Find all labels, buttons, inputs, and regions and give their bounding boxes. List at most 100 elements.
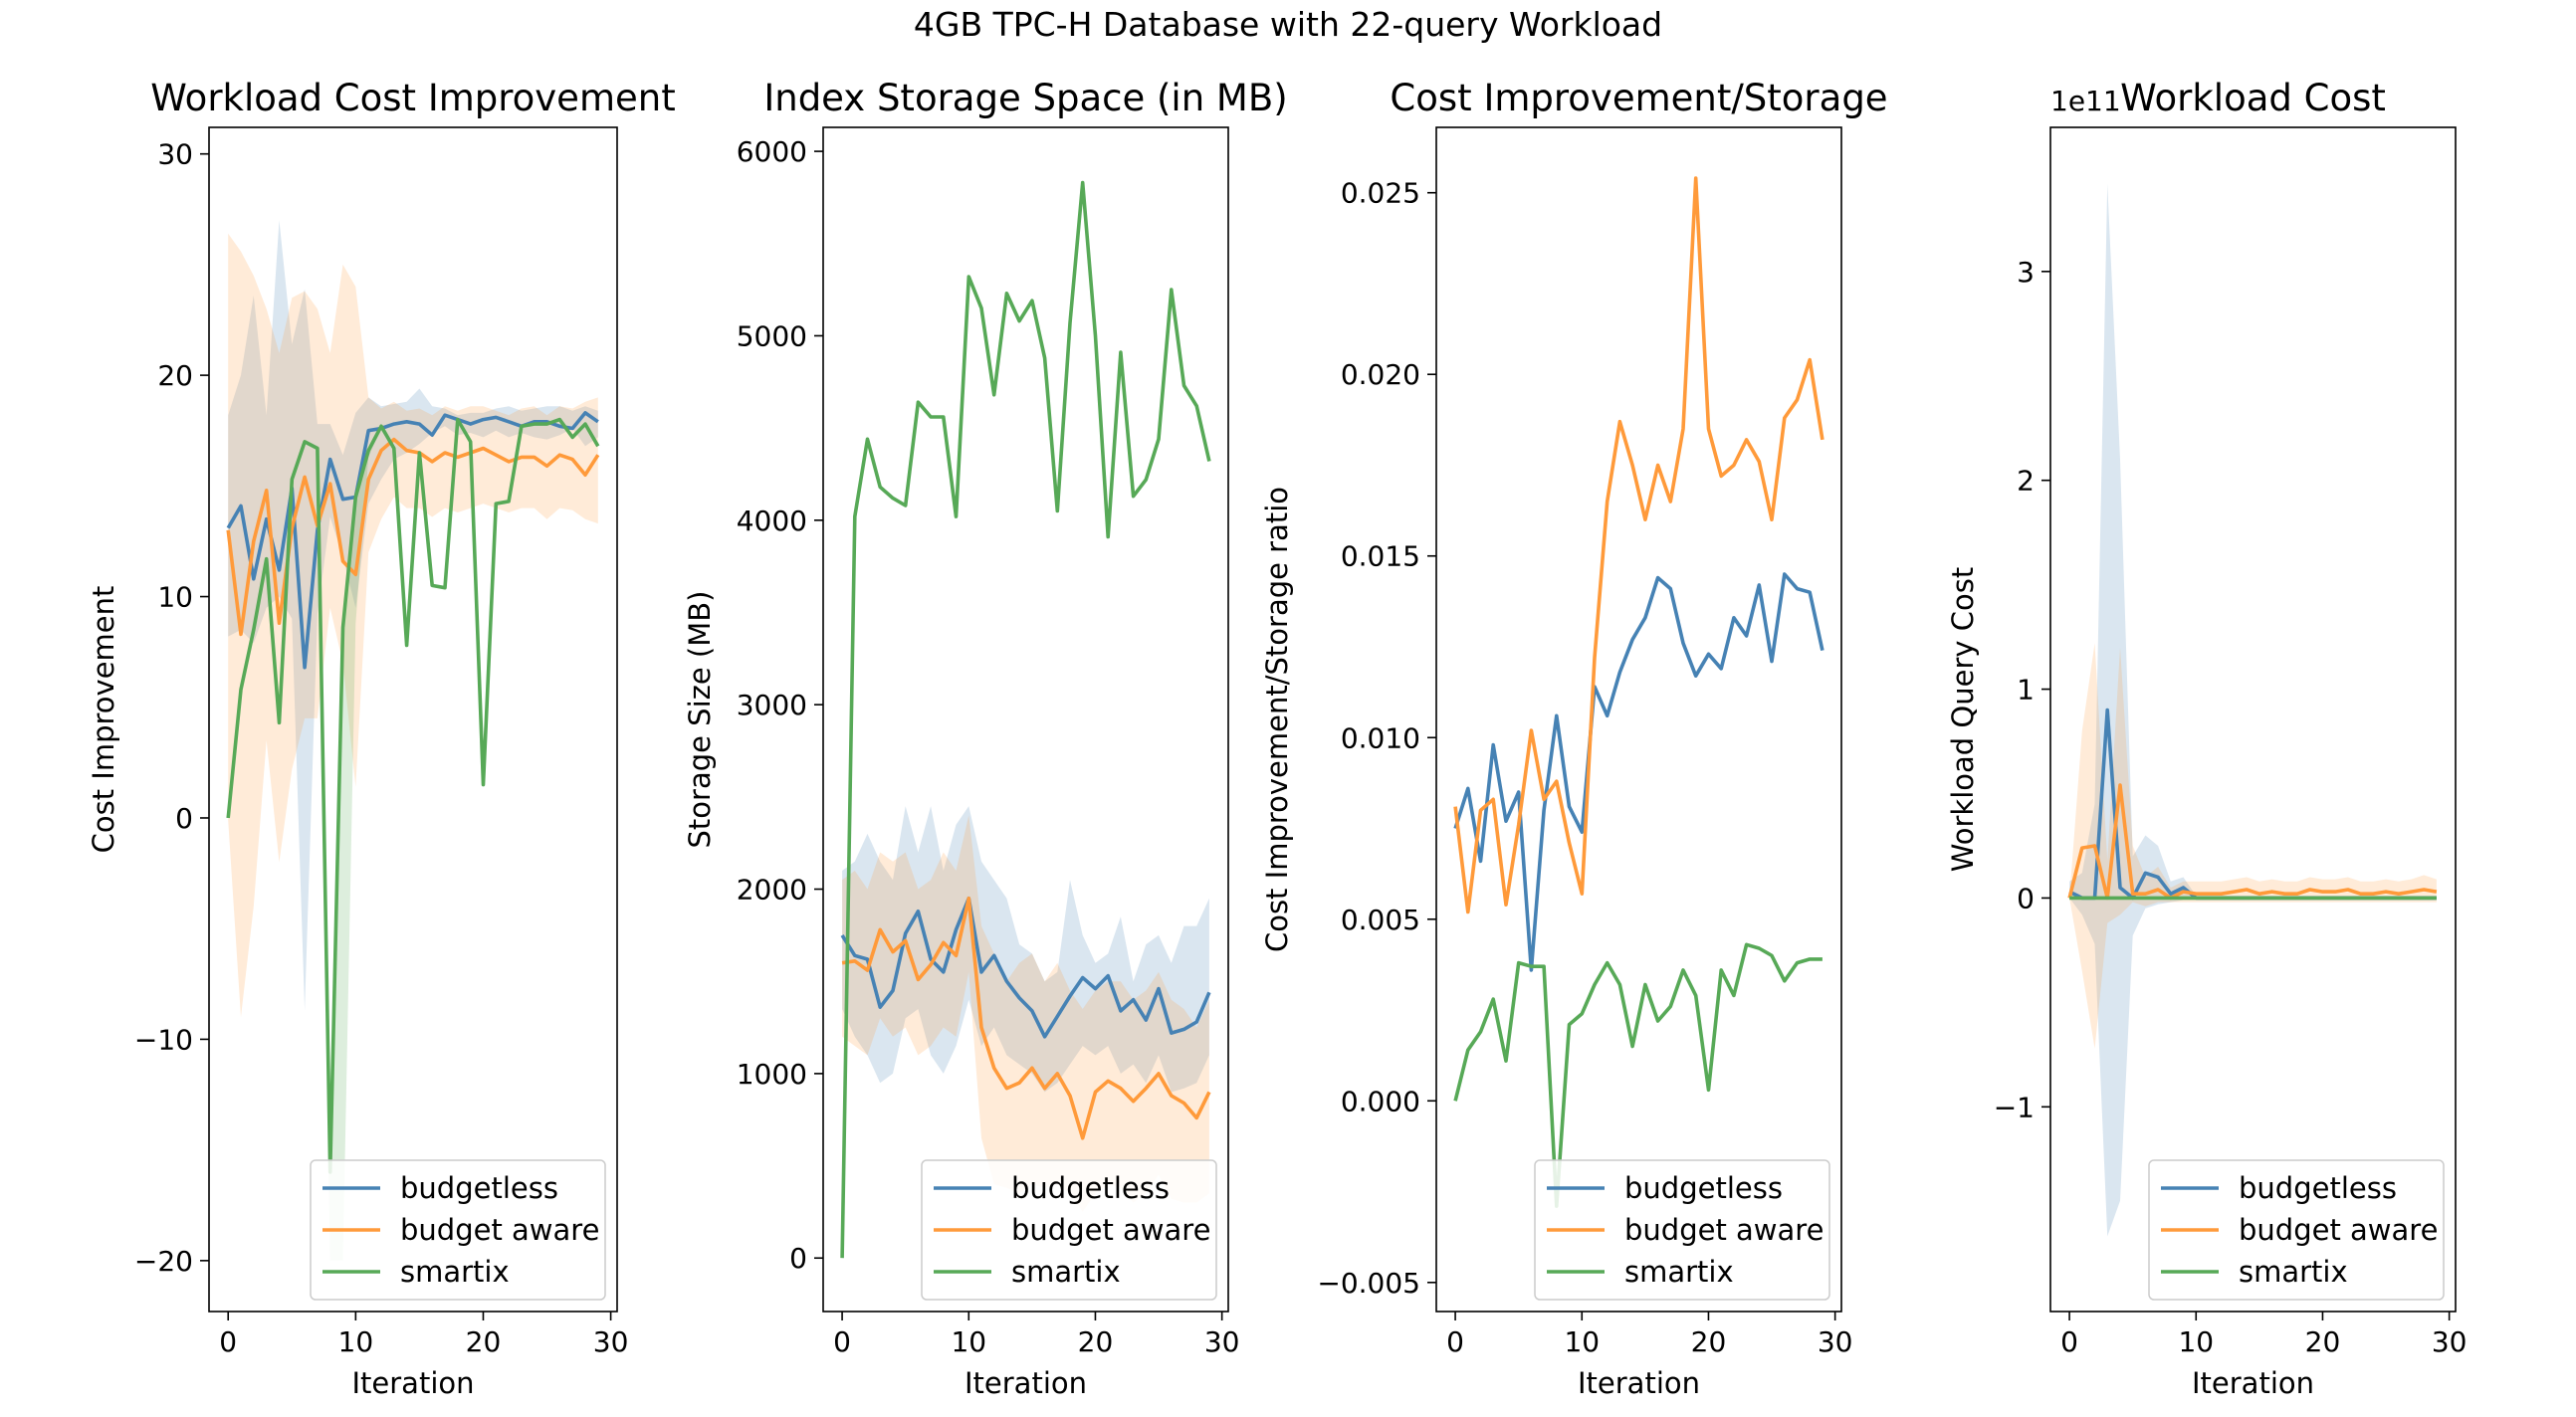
series-line-budgetless	[1453, 572, 1825, 972]
legend-label-budgetless: budgetless	[400, 1171, 558, 1205]
series-line-budget-aware	[841, 896, 1211, 1140]
y-tick-label: 30	[157, 138, 193, 171]
x-tick-label: 10	[338, 1325, 374, 1358]
y-tick-label: 1000	[737, 1058, 807, 1091]
y-axis-label: Cost Improvement	[87, 586, 120, 854]
x-tick-label: 0	[833, 1325, 851, 1358]
band-budget-aware	[228, 233, 598, 1018]
figure-suptitle: 4GB TPC-H Database with 22-query Workloa…	[914, 5, 1662, 44]
y-tick-label: −10	[134, 1023, 193, 1056]
y-tick-label: 0	[789, 1242, 807, 1275]
x-tick-label: 10	[951, 1325, 986, 1358]
y-tick-label: 0.010	[1341, 721, 1420, 754]
series-line-budget-aware	[2067, 783, 2438, 901]
y-tick-label: 0	[2017, 882, 2035, 914]
panel-title: Index Storage Space (in MB)	[763, 77, 1287, 119]
y-tick-label: 3	[2017, 256, 2035, 289]
y-tick-label: −0.005	[1317, 1267, 1420, 1300]
y-axis-label: Cost Improvement/Storage ratio	[1260, 487, 1294, 952]
y-tick-label: 20	[157, 359, 193, 392]
legend-label-budget-aware: budget aware	[1624, 1213, 1824, 1247]
x-tick-label: 10	[2178, 1325, 2214, 1358]
x-axis-label: Iteration	[2192, 1366, 2314, 1400]
chart-panel-2: 0 10 20 30 0 1000 2000 3000 4000 5000 6000 Index St…	[683, 77, 1288, 1400]
plot-area	[840, 180, 1211, 1259]
legend-box	[1534, 1159, 1830, 1301]
band-budgetless	[228, 220, 598, 1011]
axes-frame	[822, 126, 1229, 1313]
x-tick-label: 0	[1446, 1325, 1464, 1358]
panel-title: Workload Cost	[2120, 77, 2386, 119]
y-tick-label: 6000	[737, 135, 807, 168]
x-tick-label: 30	[2432, 1325, 2468, 1358]
x-tick-label: 20	[1078, 1325, 1114, 1358]
y-tick-label: 4000	[737, 505, 807, 537]
y-tick-label: 10	[157, 581, 193, 614]
legend: budgetless budget aware smartix	[310, 1159, 606, 1301]
x-tick-label: 20	[466, 1325, 502, 1358]
legend-box	[921, 1159, 1217, 1301]
y-axis-label: Workload Query Cost	[1946, 567, 1980, 872]
x-axis-label: Iteration	[1578, 1366, 1700, 1400]
series-line-budget-aware	[1453, 176, 1825, 914]
legend-label-budget-aware: budget aware	[1011, 1213, 1210, 1247]
y-tick-label: 0.020	[1341, 358, 1420, 391]
y-tick-label: 1	[2017, 674, 2035, 707]
legend-label-budgetless: budgetless	[1624, 1171, 1783, 1205]
panel-title: Workload Cost Improvement	[150, 77, 675, 119]
plot-area	[226, 220, 600, 1261]
legend-label-smartix: smartix	[1624, 1255, 1734, 1289]
y-tick-label: −20	[134, 1245, 193, 1278]
y-axis-label: Storage Size (MB)	[683, 591, 717, 849]
y-tick-label: 5000	[737, 319, 807, 352]
y-tick-label: 0.005	[1341, 904, 1420, 936]
band-budgetless	[2069, 183, 2437, 1237]
y-tick-label: 2000	[737, 874, 807, 907]
chart-panel-4: 0 10 20 30 −1 0 1 2 3 Workload Cost Iteration Workl…	[1946, 77, 2467, 1400]
panel-title: Cost Improvement/Storage	[1390, 77, 1887, 119]
series-line-smartix	[840, 180, 1211, 1259]
axes-frame	[1435, 126, 1842, 1313]
band-budgetless	[842, 806, 1209, 1093]
series-line-smartix	[1453, 942, 1823, 1208]
band-budget-aware	[842, 815, 1209, 1212]
legend-label-budget-aware: budget aware	[2239, 1213, 2438, 1247]
legend: budgetless budget aware smartix	[1534, 1159, 1830, 1301]
y-tick-label: −1	[1994, 1091, 2035, 1123]
y-tick-label: 0.000	[1341, 1085, 1420, 1117]
axes-frame	[2049, 126, 2457, 1313]
legend-label-smartix: smartix	[400, 1255, 510, 1289]
plot-area	[1453, 176, 1825, 1208]
y-tick-label: 2	[2017, 465, 2035, 498]
y-tick-label: 3000	[737, 689, 807, 721]
x-axis-label: Iteration	[965, 1366, 1087, 1400]
axes-frame	[208, 126, 618, 1313]
x-tick-label: 0	[2060, 1325, 2078, 1358]
legend-label-budgetless: budgetless	[1011, 1171, 1170, 1205]
x-tick-label: 20	[1691, 1325, 1727, 1358]
legend-box	[2148, 1159, 2445, 1301]
x-tick-label: 30	[1204, 1325, 1240, 1358]
x-tick-label: 20	[2305, 1325, 2341, 1358]
chart-panel-1: 0 10 20 30 −20 −10 0 10 20 30 Workload Cost Improv…	[87, 77, 676, 1400]
legend-label-smartix: smartix	[2239, 1255, 2348, 1289]
legend-label-budgetless: budgetless	[2239, 1171, 2397, 1205]
plot-area	[2067, 183, 2438, 1237]
x-tick-label: 10	[1564, 1325, 1600, 1358]
x-tick-label: 30	[593, 1325, 629, 1358]
y-tick-label: 0	[175, 802, 193, 835]
legend-label-budget-aware: budget aware	[400, 1213, 599, 1247]
x-axis-label: Iteration	[351, 1366, 474, 1400]
chart-panel-3: 0 10 20 30 −0.005 0.000 0.005 0.010 0.015 0.020 0.…	[1260, 77, 1888, 1400]
y-tick-label: 0.015	[1341, 540, 1420, 573]
x-tick-label: 30	[1818, 1325, 1853, 1358]
legend-box	[310, 1159, 606, 1301]
series-line-smartix	[226, 417, 600, 1174]
y-tick-label: 0.025	[1341, 177, 1420, 210]
legend-label-smartix: smartix	[1011, 1255, 1121, 1289]
y-axis-offset-text: 1e11	[2050, 85, 2121, 117]
legend: budgetless budget aware smartix	[2148, 1159, 2445, 1301]
x-tick-label: 0	[219, 1325, 237, 1358]
